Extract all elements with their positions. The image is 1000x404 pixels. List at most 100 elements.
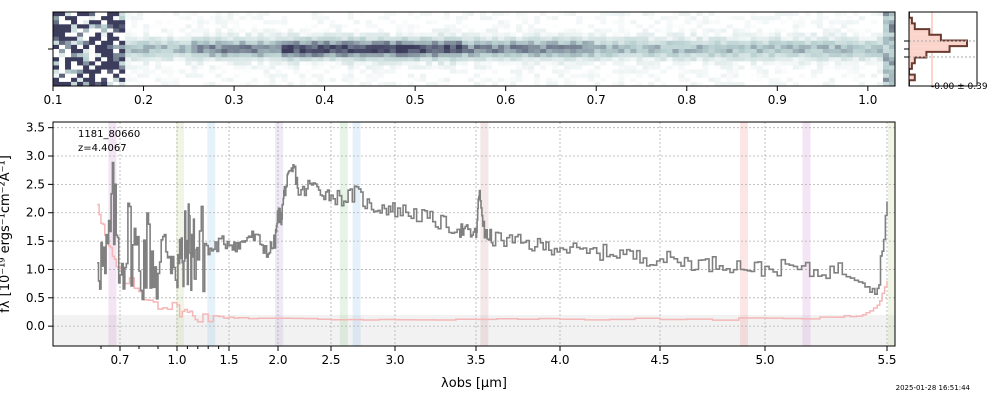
- heatmap-cell: [864, 28, 872, 33]
- heatmap-cell: [582, 81, 589, 86]
- heatmap-cell: [161, 28, 168, 33]
- heatmap-cell: [816, 61, 824, 66]
- heatmap-cell: [305, 24, 313, 29]
- heatmap-cell: [305, 53, 313, 58]
- heatmap-cell: [696, 77, 703, 83]
- heatmap-cell: [702, 53, 709, 58]
- heatmap-cell: [437, 73, 445, 79]
- heatmap-cell: [738, 44, 746, 50]
- heatmap-cell: [335, 28, 343, 33]
- heatmap-cell: [395, 57, 403, 62]
- heatmap-cell: [582, 61, 589, 66]
- heatmap-cell: [612, 44, 619, 50]
- heatmap-cell: [101, 44, 108, 50]
- heatmap-cell: [65, 44, 72, 50]
- heatmap-cell: [870, 36, 878, 42]
- heatmap-cell: [678, 73, 685, 79]
- heatmap-cell: [474, 40, 481, 46]
- heatmap-cell: [347, 61, 355, 66]
- heatmap-cell: [792, 20, 800, 25]
- heatmap-cell: [269, 44, 276, 50]
- heatmap-cell: [395, 36, 403, 42]
- heatmap-cell: [275, 28, 282, 33]
- heatmap-cell: [822, 73, 830, 79]
- heatmap-cell: [317, 40, 325, 46]
- heatmap-cell: [203, 57, 210, 62]
- heatmap-cell: [467, 57, 475, 62]
- heatmap-cell: [167, 20, 174, 25]
- heatmap-cell: [828, 57, 836, 62]
- heatmap-cell: [828, 12, 836, 17]
- heatmap-cell: [666, 69, 673, 75]
- heatmap-cell: [582, 65, 589, 70]
- heatmap-cell: [864, 73, 872, 79]
- heatmap-cell: [167, 24, 174, 29]
- heatmap-cell: [708, 57, 715, 62]
- heatmap-cell: [528, 36, 535, 42]
- heatmap-cell: [245, 73, 252, 79]
- heatmap-cell: [720, 69, 727, 75]
- heatmap-cell: [504, 53, 511, 58]
- heatmap-cell: [522, 69, 529, 75]
- heatmap-cell: [245, 36, 252, 42]
- heatmap-cell: [480, 16, 487, 21]
- heatmap-cell: [377, 61, 385, 66]
- heatmap-cell: [576, 69, 583, 75]
- heatmap-cell: [642, 12, 649, 17]
- heatmap-cell: [419, 20, 427, 25]
- heatmap-cell: [528, 57, 535, 62]
- heatmap-cell: [804, 77, 812, 83]
- heatmap-cell: [828, 16, 836, 21]
- heatmap-cell: [383, 65, 391, 70]
- heatmap-cell: [792, 49, 800, 54]
- heatmap-cell: [780, 73, 788, 79]
- heatmap-cell: [882, 20, 890, 25]
- heatmap-cell: [311, 49, 319, 54]
- heatmap-cell: [888, 81, 895, 86]
- heatmap-cell: [137, 20, 144, 25]
- heatmap-cell: [311, 44, 319, 50]
- heatmap-cell: [263, 16, 270, 21]
- heatmap-cell: [155, 53, 162, 58]
- heatmap-cell: [726, 24, 734, 29]
- heatmap-cell: [588, 77, 595, 83]
- heatmap-cell: [510, 73, 517, 79]
- heatmap-cell: [606, 53, 613, 58]
- heatmap-cell: [630, 49, 637, 54]
- heatmap-cell: [558, 40, 565, 46]
- heatmap-cell: [161, 81, 168, 86]
- heatmap-cell: [474, 49, 481, 54]
- heatmap-cell: [329, 53, 337, 58]
- heatmap-cell: [83, 44, 90, 50]
- heatmap-cell: [756, 12, 764, 17]
- heatmap-cell: [648, 57, 655, 62]
- heatmap-cell: [648, 73, 655, 79]
- heatmap-cell: [666, 77, 673, 83]
- heatmap-cell: [582, 57, 589, 62]
- heatmap-cell: [395, 28, 403, 33]
- heatmap-cell: [371, 57, 379, 62]
- heatmap-cell: [125, 20, 132, 25]
- heatmap-cell: [461, 32, 469, 38]
- heatmap-cell: [822, 57, 830, 62]
- heatmap-cell: [618, 77, 625, 83]
- heatmap-cell: [263, 61, 270, 66]
- heatmap-cell: [666, 53, 673, 58]
- heatmap-cell: [624, 12, 631, 17]
- heatmap-cell: [335, 65, 343, 70]
- heatmap-cell: [149, 40, 156, 46]
- heatmap-cell: [786, 44, 794, 50]
- heatmap-cell: [341, 16, 349, 21]
- heatmap-cell: [95, 53, 102, 58]
- heatmap-cell: [690, 20, 697, 25]
- heatmap-cell: [443, 81, 451, 86]
- heatmap-cell: [119, 61, 126, 66]
- heatmap-cell: [810, 65, 818, 70]
- heatmap-cell: [840, 73, 848, 79]
- heatmap-cell: [143, 32, 150, 38]
- heatmap-cell: [335, 81, 343, 86]
- heatmap-cell: [828, 53, 836, 58]
- heatmap-cell: [467, 53, 475, 58]
- heatmap-cell: [329, 28, 337, 33]
- heatmap-cell: [107, 44, 114, 50]
